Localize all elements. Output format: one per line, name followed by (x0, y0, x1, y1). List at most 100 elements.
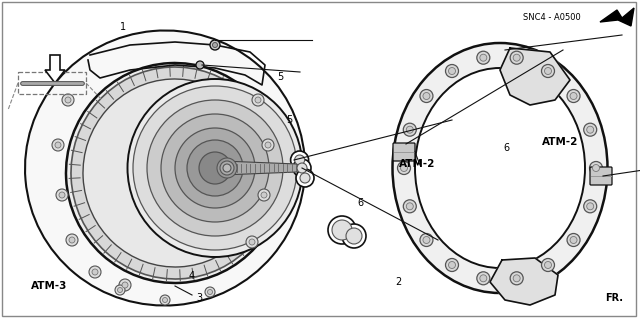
Circle shape (65, 97, 71, 103)
Circle shape (252, 94, 264, 106)
Circle shape (570, 93, 577, 100)
Polygon shape (222, 161, 297, 175)
Circle shape (477, 51, 490, 64)
Circle shape (584, 200, 596, 213)
Circle shape (196, 61, 204, 69)
FancyBboxPatch shape (590, 167, 612, 185)
Circle shape (584, 123, 596, 136)
Circle shape (445, 258, 458, 271)
Circle shape (205, 287, 215, 297)
Circle shape (589, 161, 602, 174)
Circle shape (262, 139, 274, 151)
Circle shape (406, 126, 413, 133)
Ellipse shape (161, 114, 269, 222)
Circle shape (246, 236, 258, 248)
Circle shape (265, 142, 271, 148)
Circle shape (420, 234, 433, 247)
Circle shape (255, 97, 261, 103)
Circle shape (122, 282, 128, 288)
Circle shape (115, 285, 125, 295)
Circle shape (52, 139, 64, 151)
Circle shape (567, 234, 580, 247)
Circle shape (300, 173, 310, 183)
Circle shape (223, 164, 231, 172)
Ellipse shape (71, 67, 279, 279)
Circle shape (449, 262, 456, 269)
Circle shape (297, 163, 307, 173)
Text: ATM-3: ATM-3 (31, 280, 67, 291)
Circle shape (212, 42, 218, 48)
Circle shape (587, 126, 594, 133)
Circle shape (119, 279, 131, 291)
Text: 5: 5 (277, 71, 284, 82)
Circle shape (513, 275, 520, 282)
Circle shape (89, 266, 101, 278)
Circle shape (403, 200, 416, 213)
Circle shape (69, 237, 75, 243)
Ellipse shape (127, 79, 303, 257)
Ellipse shape (25, 31, 305, 306)
Ellipse shape (175, 128, 255, 208)
Circle shape (420, 90, 433, 102)
Circle shape (480, 275, 487, 282)
Text: 6: 6 (357, 197, 364, 208)
Circle shape (220, 161, 234, 175)
Ellipse shape (133, 86, 297, 250)
Ellipse shape (392, 43, 607, 293)
Circle shape (346, 228, 362, 244)
Circle shape (328, 216, 356, 244)
Text: 5: 5 (286, 115, 292, 125)
Circle shape (293, 159, 311, 177)
Circle shape (207, 290, 212, 294)
Circle shape (217, 158, 237, 178)
Ellipse shape (187, 140, 243, 196)
Circle shape (570, 236, 577, 243)
Circle shape (423, 236, 430, 243)
Ellipse shape (415, 68, 585, 268)
Circle shape (261, 192, 267, 198)
Circle shape (567, 90, 580, 102)
Ellipse shape (147, 100, 283, 236)
Circle shape (55, 142, 61, 148)
Circle shape (332, 220, 352, 240)
Circle shape (513, 54, 520, 61)
Circle shape (541, 64, 554, 78)
Circle shape (92, 269, 98, 275)
Circle shape (449, 68, 456, 75)
Ellipse shape (83, 79, 267, 267)
Circle shape (296, 169, 314, 187)
Polygon shape (500, 48, 570, 105)
Circle shape (480, 54, 487, 61)
Circle shape (160, 295, 170, 305)
Circle shape (423, 93, 430, 100)
Circle shape (545, 262, 552, 269)
Circle shape (403, 123, 416, 136)
Circle shape (210, 40, 220, 50)
Text: 2: 2 (395, 277, 401, 287)
Polygon shape (45, 55, 65, 83)
Polygon shape (600, 8, 634, 26)
Text: 1: 1 (120, 22, 126, 32)
Text: FR.: FR. (605, 293, 623, 303)
Circle shape (510, 272, 523, 285)
Circle shape (445, 64, 458, 78)
Ellipse shape (199, 152, 231, 184)
Circle shape (291, 151, 308, 169)
Circle shape (541, 258, 554, 271)
Circle shape (406, 203, 413, 210)
Circle shape (401, 165, 408, 172)
Text: 3: 3 (196, 293, 203, 303)
Text: 6: 6 (504, 143, 510, 153)
Circle shape (545, 68, 552, 75)
Circle shape (118, 287, 122, 293)
Circle shape (593, 165, 600, 172)
Ellipse shape (66, 63, 284, 283)
Text: 4: 4 (189, 271, 195, 281)
Circle shape (477, 272, 490, 285)
Circle shape (56, 189, 68, 201)
Circle shape (66, 234, 78, 246)
Circle shape (163, 298, 168, 302)
Circle shape (62, 94, 74, 106)
Circle shape (510, 51, 523, 64)
Text: ATM-2: ATM-2 (542, 137, 579, 147)
